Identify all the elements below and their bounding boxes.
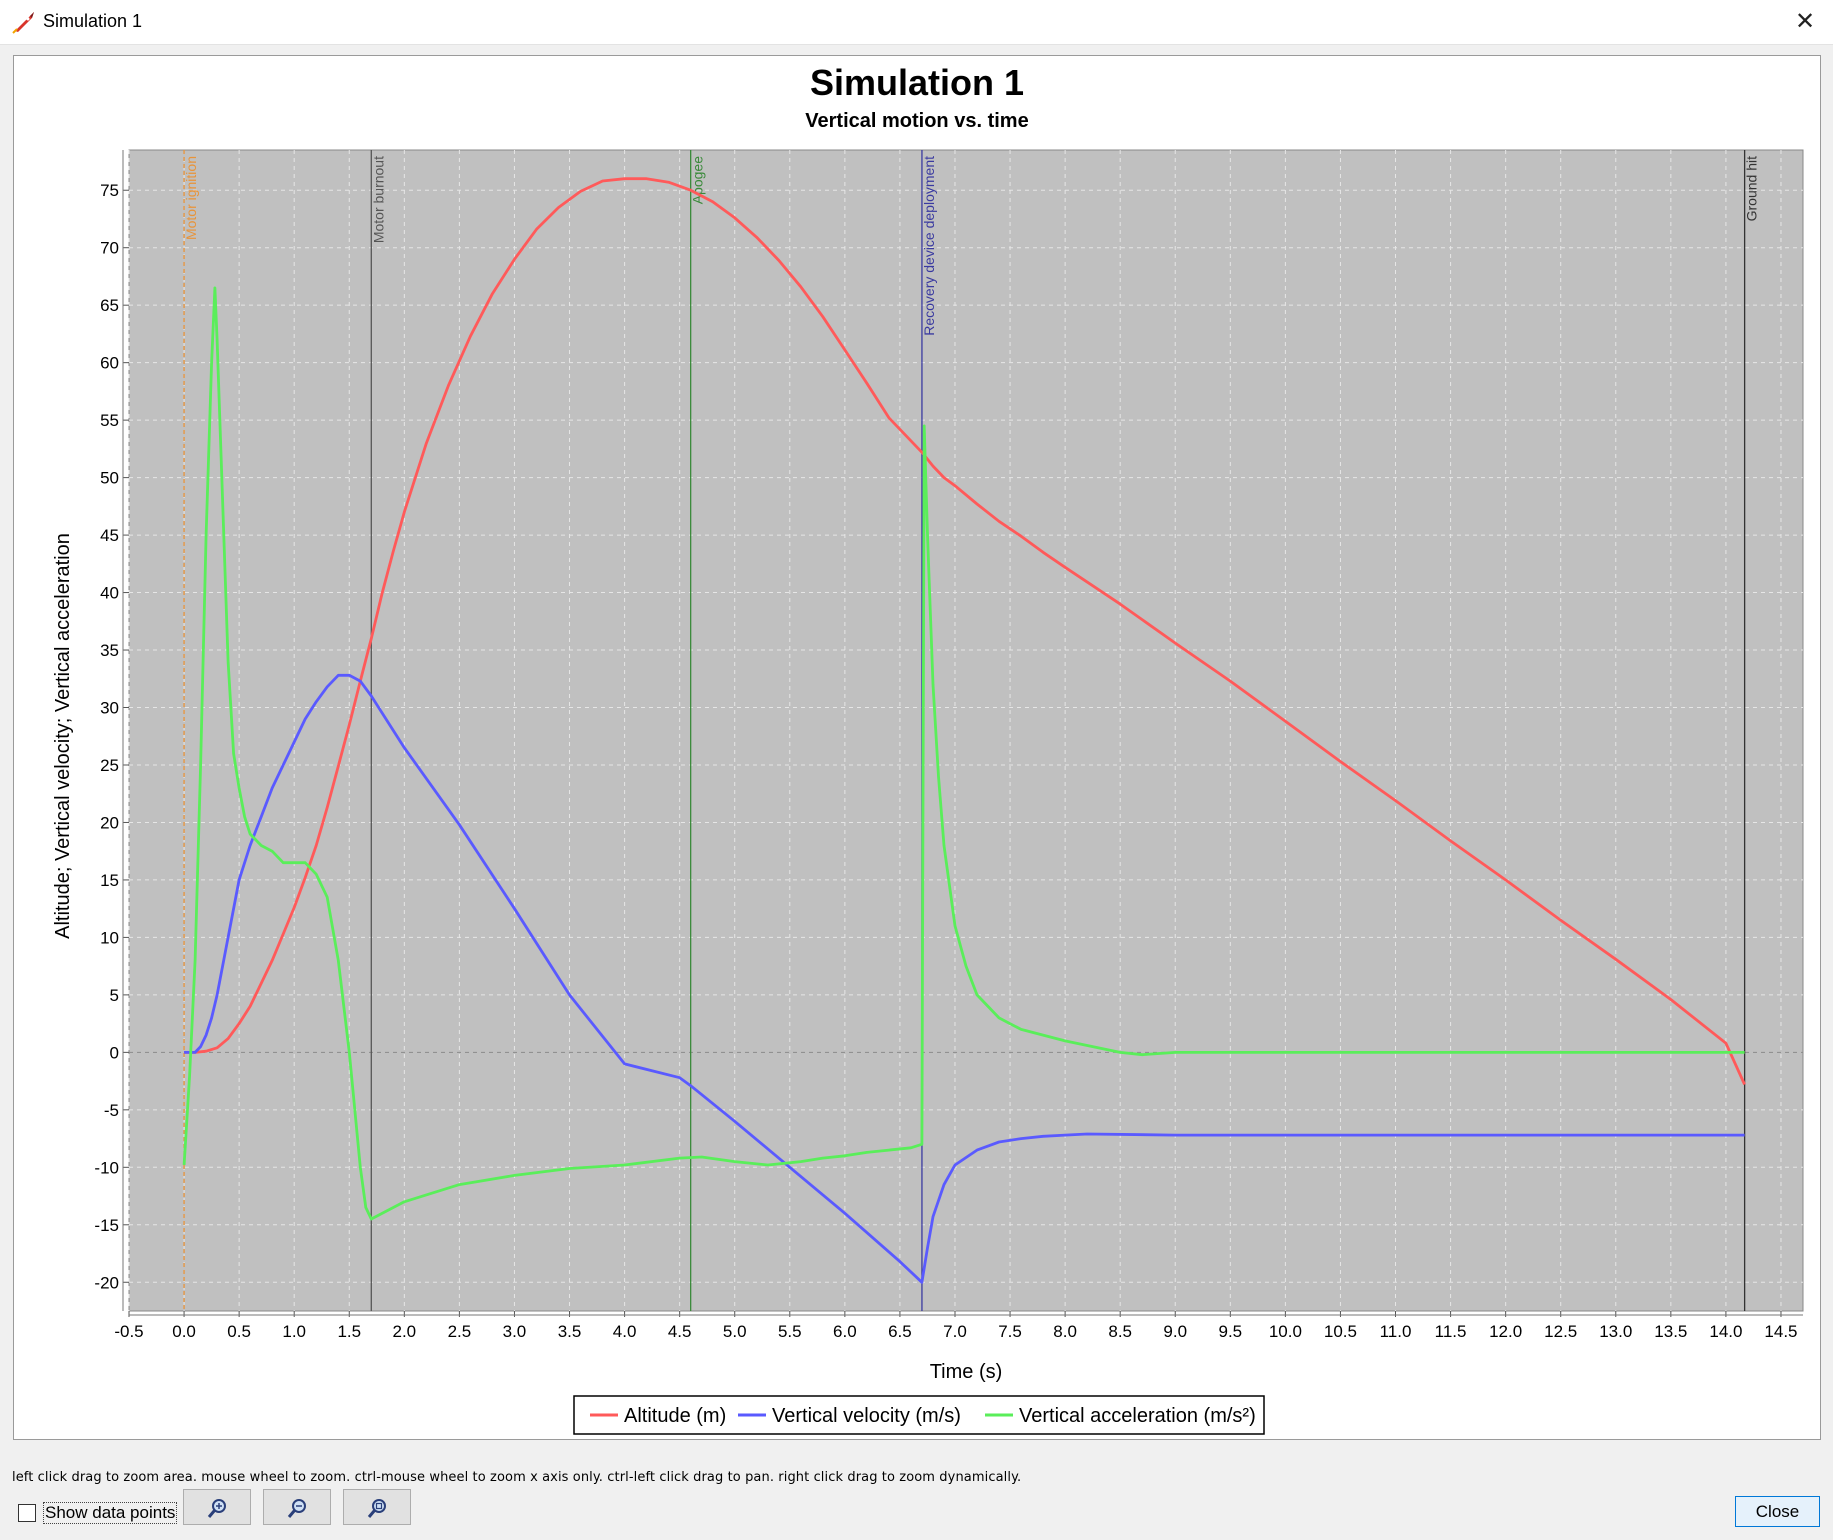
event-label: Recovery device deployment [921,156,937,336]
event-label: Motor ignition [183,156,199,240]
x-tick-label: 1.5 [337,1322,361,1341]
zoom-in-icon [207,1499,226,1518]
x-tick-label: 5.0 [723,1322,747,1341]
x-tick-label: 10.5 [1324,1322,1357,1341]
y-tick-label: 5 [110,986,119,1005]
chart[interactable]: Simulation 1 Vertical motion vs. time Mo… [14,56,1820,1439]
series-line [184,673,1745,1284]
rocket-icon [12,12,34,34]
zoom-hint-text: left click drag to zoom area. mouse whee… [12,1470,1022,1485]
x-tick-label: 8.0 [1053,1322,1077,1341]
x-tick-label: 2.0 [393,1322,417,1341]
y-tick-label: 20 [100,813,119,832]
legend: Altitude (m) Vertical velocity (m/s) Verti… [573,1395,1265,1435]
x-tick-label: 0.0 [172,1322,196,1341]
x-tick-label: 13.0 [1599,1322,1632,1341]
legend-label: Vertical acceleration (m/s²) [1019,1405,1256,1427]
checkbox-box[interactable] [18,1504,36,1522]
y-tick-label: 10 [100,928,119,947]
legend-box [573,1395,1265,1435]
show-data-points-label[interactable]: Show data points [43,1502,178,1524]
x-tick-label: 13.5 [1654,1322,1687,1341]
series-lines [182,177,1746,1284]
y-tick-label: 0 [110,1043,119,1062]
x-tick-label: 14.0 [1709,1322,1742,1341]
chart-subtitle: Vertical motion vs. time [805,110,1028,132]
legend-label: Vertical velocity (m/s) [772,1405,961,1427]
zoom-fit-button[interactable] [343,1489,411,1525]
x-tick-label: 3.5 [558,1322,582,1341]
series-line [184,177,1746,1086]
x-tick-label: 14.5 [1764,1322,1797,1341]
event-label: Ground hit [1744,156,1760,221]
close-button[interactable]: Close [1735,1496,1820,1527]
x-tick-label: 7.5 [998,1322,1022,1341]
zoom-out-button[interactable] [263,1489,331,1525]
zoom-in-button[interactable] [183,1489,251,1525]
window-title: Simulation 1 [43,11,143,31]
chart-title: Simulation 1 [810,62,1024,103]
x-tick-label: 11.5 [1435,1322,1467,1341]
grid [128,150,1803,1311]
y-tick-label: 30 [100,699,119,718]
legend-label: Altitude (m) [624,1405,726,1427]
y-tick-label: 45 [100,526,119,545]
x-tick-label: 12.0 [1489,1322,1522,1341]
x-axis: -0.5 0.0 0.5 1.0 1.5 2.0 2.5 3.0 3.5 4.0 4.5 5.0 5.5… [114,1311,1803,1341]
x-tick-label: 0.5 [227,1322,251,1341]
chart-panel[interactable]: Simulation 1 Vertical motion vs. time Mo… [13,55,1821,1440]
y-tick-label: 65 [100,296,119,315]
y-tick-label: 50 [100,469,119,488]
x-tick-label: 12.5 [1544,1322,1577,1341]
x-tick-label: 3.0 [503,1322,527,1341]
zoom-fit-icon [367,1499,386,1518]
y-tick-label: 25 [100,756,119,775]
zoom-out-icon [287,1499,306,1518]
x-tick-label: 6.5 [888,1322,912,1341]
x-tick-label: 10.0 [1269,1322,1302,1341]
x-tick-label: 11.0 [1380,1322,1412,1341]
x-tick-label: 4.0 [613,1322,637,1341]
y-axis: -20 -15 -10 -5 0 5 10 15 20 25 30 35 40 45 50 55 60 65 70 7… [94,150,129,1311]
y-tick-label: -10 [94,1158,119,1177]
event-label: Motor burnout [370,156,386,243]
series-line [182,286,1745,1221]
y-tick-label: 60 [100,354,119,373]
x-tick-label: 2.5 [448,1322,472,1341]
x-axis-label: Time (s) [930,1361,1003,1383]
x-tick-label: 7.0 [943,1322,967,1341]
x-tick-label: 9.0 [1163,1322,1187,1341]
y-tick-label: -20 [94,1273,119,1292]
x-tick-label: 5.5 [778,1322,802,1341]
x-tick-label: 4.5 [668,1322,692,1341]
y-tick-label: 35 [100,641,119,660]
y-axis-label: Altitude; Vertical velocity; Vertical ac… [52,533,74,939]
x-tick-label: 1.0 [282,1322,306,1341]
x-tick-label: -0.5 [114,1322,143,1341]
plot-area[interactable] [128,149,1804,1312]
y-tick-label: 55 [100,411,119,430]
y-tick-label: 75 [100,181,119,200]
x-tick-label: 6.0 [833,1322,857,1341]
y-tick-label: 15 [100,871,119,890]
title-bar: Simulation 1 ✕ [0,0,1833,45]
y-tick-label: -15 [94,1216,119,1235]
y-tick-label: -5 [104,1101,119,1120]
x-tick-label: 8.5 [1108,1322,1132,1341]
x-tick-label: 9.5 [1218,1322,1242,1341]
y-tick-label: 70 [100,239,119,258]
y-tick-label: 40 [100,584,119,603]
window-close-icon[interactable]: ✕ [1794,8,1816,35]
